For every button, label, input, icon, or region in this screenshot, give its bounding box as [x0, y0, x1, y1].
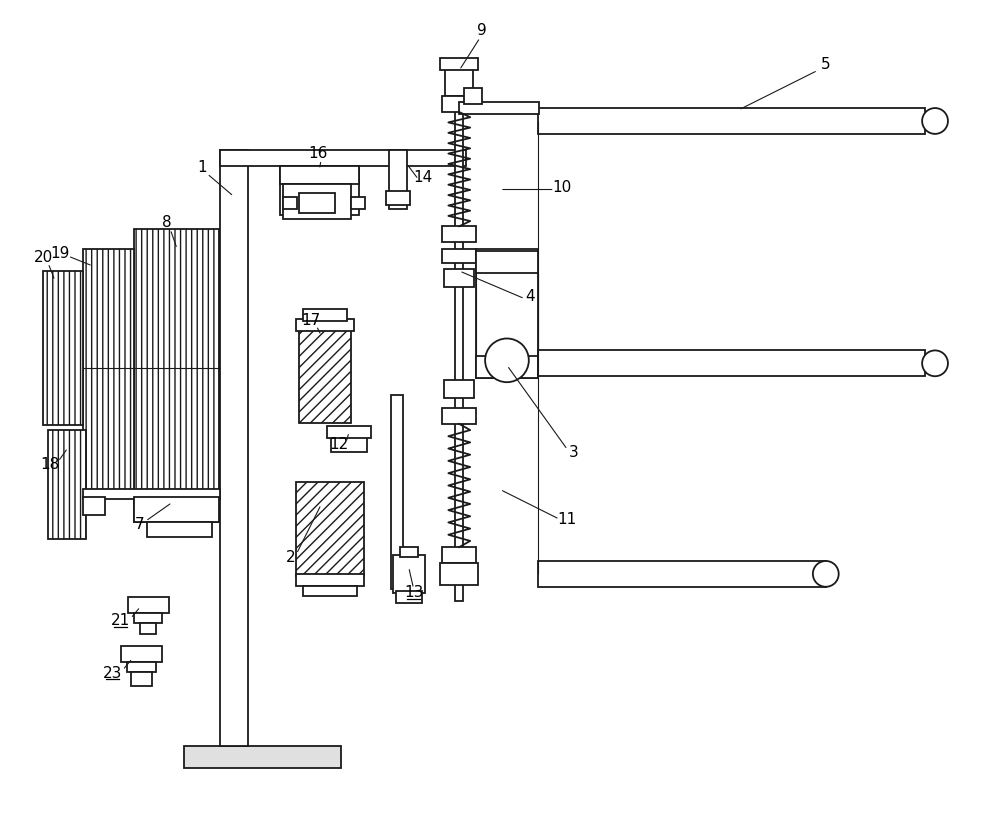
Bar [331, 432, 367, 452]
Text: 20: 20 [33, 250, 53, 264]
Bar [296, 319, 354, 331]
Bar [283, 184, 351, 219]
Circle shape [922, 108, 948, 134]
Text: 19: 19 [50, 245, 70, 260]
Bar [442, 408, 476, 424]
Bar [220, 149, 248, 745]
Text: 9: 9 [477, 23, 487, 38]
Bar [303, 309, 347, 321]
Bar [299, 328, 351, 423]
Text: 4: 4 [525, 289, 535, 305]
Bar [280, 166, 359, 184]
Bar [464, 88, 482, 104]
Bar [351, 198, 365, 209]
Text: 7: 7 [135, 516, 144, 532]
Bar [220, 149, 466, 166]
Bar [476, 249, 538, 378]
Bar [455, 64, 463, 601]
Text: 16: 16 [309, 146, 328, 161]
Bar [184, 745, 341, 768]
Text: 3: 3 [569, 445, 578, 461]
Bar [134, 229, 219, 522]
Bar [440, 563, 478, 585]
Bar [128, 597, 169, 612]
Bar [147, 522, 212, 537]
Bar [538, 108, 925, 134]
Text: 13: 13 [404, 585, 423, 600]
Bar [391, 395, 403, 589]
Text: 11: 11 [557, 511, 576, 527]
Bar [127, 663, 156, 672]
Bar [131, 672, 152, 686]
Bar [327, 426, 371, 438]
Bar [393, 555, 425, 593]
Text: 14: 14 [413, 170, 432, 185]
Bar [442, 96, 476, 112]
Bar [442, 547, 476, 563]
Bar [476, 251, 538, 273]
Bar [400, 547, 418, 557]
Text: 1: 1 [197, 160, 207, 175]
Bar [83, 489, 220, 499]
Text: 23: 23 [103, 666, 122, 681]
Bar [121, 646, 162, 663]
Bar [43, 271, 83, 425]
Text: 12: 12 [329, 438, 349, 452]
Bar [389, 149, 407, 209]
Bar [280, 166, 359, 215]
Bar [442, 249, 476, 263]
Bar [134, 612, 162, 622]
Circle shape [485, 338, 529, 383]
Bar [296, 574, 364, 586]
Circle shape [813, 561, 839, 587]
Bar [445, 64, 473, 96]
Bar [442, 227, 476, 242]
Bar [440, 58, 478, 71]
Text: 18: 18 [40, 457, 60, 472]
Bar [444, 269, 474, 287]
Bar [299, 194, 335, 213]
Text: 5: 5 [821, 57, 831, 72]
Bar [283, 198, 297, 209]
Bar [303, 586, 357, 596]
Bar [140, 622, 156, 635]
Bar [459, 102, 539, 114]
Text: 17: 17 [302, 313, 321, 328]
Bar [83, 498, 105, 516]
Bar [48, 430, 86, 539]
Bar [134, 498, 219, 522]
Text: 10: 10 [552, 180, 571, 195]
Bar [538, 351, 925, 376]
Text: 21: 21 [111, 613, 130, 628]
Bar [444, 380, 474, 398]
Bar [476, 356, 538, 378]
Text: 2: 2 [286, 549, 295, 565]
Bar [386, 191, 410, 205]
Text: 8: 8 [162, 215, 172, 230]
Bar [296, 481, 364, 576]
Bar [396, 591, 422, 603]
Bar [538, 561, 826, 587]
Bar [83, 249, 134, 493]
Circle shape [922, 351, 948, 376]
